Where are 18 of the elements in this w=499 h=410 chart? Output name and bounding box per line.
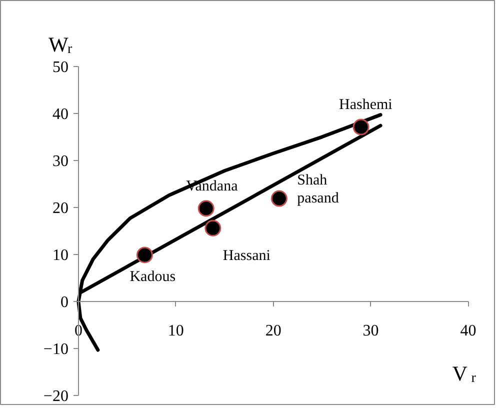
y-tick-label: −20 xyxy=(43,388,68,406)
y-tick-label: 20 xyxy=(52,200,68,217)
x-tick-label: 40 xyxy=(460,322,476,340)
annotation: Hassani xyxy=(222,248,270,264)
annotation: Hashemi xyxy=(339,97,392,114)
y-tick-label: 30 xyxy=(52,152,68,170)
y-tick-label: 50 xyxy=(52,58,68,76)
annotation: Shah pasand xyxy=(297,172,340,206)
x-tick-label: 0 xyxy=(74,322,82,340)
x-tick-label: 30 xyxy=(362,322,379,340)
x-tick-label: 10 xyxy=(168,322,184,340)
y-tick-label: 40 xyxy=(52,106,68,123)
annotation: Kadous xyxy=(130,268,176,285)
y-tick-label: 0 xyxy=(60,294,68,312)
y-tick-label: −10 xyxy=(43,341,68,358)
x-tick-label: 20 xyxy=(265,322,282,340)
y-axis-title: Wr xyxy=(48,32,72,57)
y-tick-label: 10 xyxy=(52,247,68,264)
